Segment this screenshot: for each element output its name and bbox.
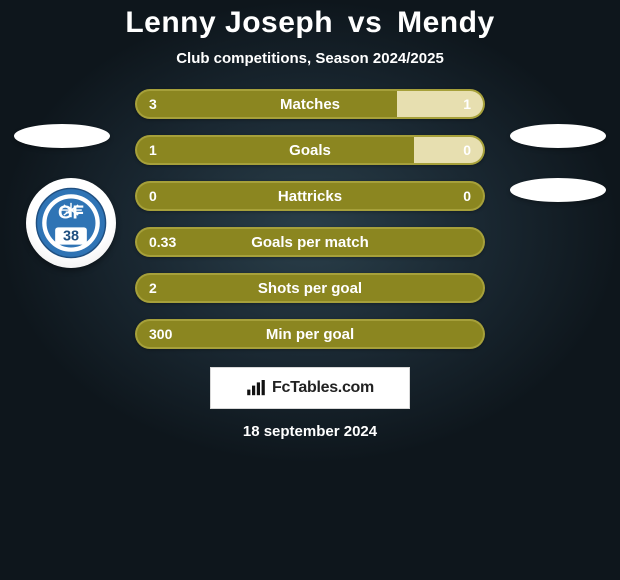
player1-name: Lenny Joseph bbox=[125, 6, 333, 39]
stat-row: Shots per goal2 bbox=[135, 273, 485, 303]
stat-value-left: 2 bbox=[149, 273, 157, 303]
stat-value-left: 0.33 bbox=[149, 227, 176, 257]
stat-label: Matches bbox=[135, 89, 485, 119]
stat-value-left: 0 bbox=[149, 181, 157, 211]
brand-text: FcTables.com bbox=[272, 379, 374, 397]
stat-label: Shots per goal bbox=[135, 273, 485, 303]
stat-value-right: 0 bbox=[463, 181, 471, 211]
brand-box: FcTables.com bbox=[210, 367, 410, 409]
stat-label: Min per goal bbox=[135, 319, 485, 349]
stat-label: Goals bbox=[135, 135, 485, 165]
stat-value-left: 300 bbox=[149, 319, 172, 349]
stat-row: Hattricks0 0 bbox=[135, 181, 485, 211]
brand-bars-icon bbox=[246, 380, 266, 396]
stat-label: Hattricks bbox=[135, 181, 485, 211]
player2-name: Mendy bbox=[397, 6, 495, 39]
stat-label: Goals per match bbox=[135, 227, 485, 257]
page-title: Lenny Joseph vs Mendy bbox=[125, 6, 494, 40]
stat-value-left: 3 bbox=[149, 89, 157, 119]
stat-value-left: 1 bbox=[149, 135, 157, 165]
stat-row: Matches3 1 bbox=[135, 89, 485, 119]
stat-value-right: 1 bbox=[463, 89, 471, 119]
content-root: Lenny Joseph vs Mendy Club competitions,… bbox=[0, 0, 620, 580]
subtitle: Club competitions, Season 2024/2025 bbox=[176, 50, 444, 67]
vs-label: vs bbox=[348, 6, 382, 39]
stat-row: Goals per match0.33 bbox=[135, 227, 485, 257]
stat-row: Min per goal300 bbox=[135, 319, 485, 349]
stat-row: Goals1 0 bbox=[135, 135, 485, 165]
stat-value-right: 0 bbox=[463, 135, 471, 165]
stat-rows: Matches31Goals10Hattricks00Goals per mat… bbox=[0, 89, 620, 349]
date-label: 18 september 2024 bbox=[243, 423, 377, 440]
